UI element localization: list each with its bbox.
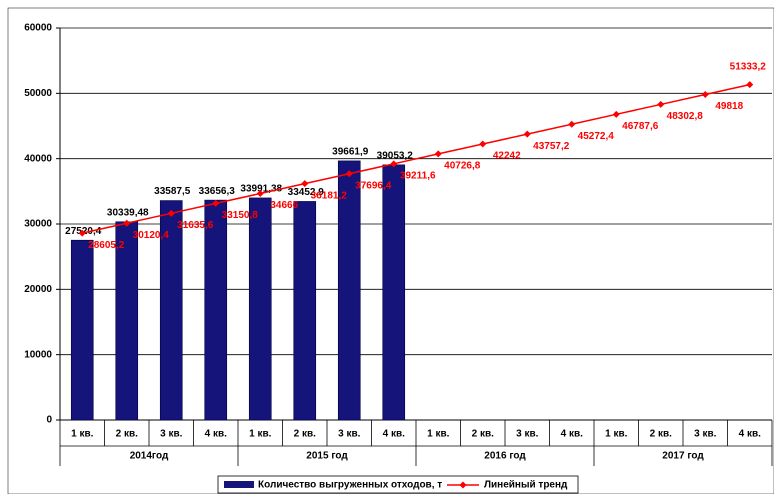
trend-marker xyxy=(78,229,86,237)
x-tick-label: 4 кв. xyxy=(739,429,761,440)
trend-value-label: 43757,2 xyxy=(533,141,570,152)
x-tick-label: 3 кв. xyxy=(694,429,716,440)
trend-marker xyxy=(434,150,442,158)
trend-marker xyxy=(390,160,398,168)
legend-label: Линейный тренд xyxy=(484,480,568,491)
legend-swatch xyxy=(224,481,254,488)
y-tick-label: 40000 xyxy=(24,153,52,164)
trend-value-label: 45272,4 xyxy=(578,131,615,142)
trend-line xyxy=(82,83,750,234)
y-tick-label: 30000 xyxy=(24,219,52,230)
y-tick-label: 10000 xyxy=(24,349,52,360)
trend-value-label: 48302,8 xyxy=(667,111,704,122)
trend-value-label: 31635,6 xyxy=(177,220,214,231)
bar-value-label: 33452,9 xyxy=(288,187,325,198)
x-tick-label: 1 кв. xyxy=(249,429,271,440)
trend-value-label: 33150,8 xyxy=(222,210,259,221)
trend-value-label: 42242 xyxy=(493,151,521,162)
x-tick-label: 3 кв. xyxy=(516,429,538,440)
x-tick-label: 1 кв. xyxy=(71,429,93,440)
bar-value-label: 33991,38 xyxy=(240,184,282,195)
bar-value-label: 30339,48 xyxy=(107,207,149,218)
legend-frame xyxy=(217,475,579,494)
trend-marker xyxy=(167,209,175,217)
bar xyxy=(204,199,228,421)
trend-value-label: 51333,2 xyxy=(730,61,767,72)
bar xyxy=(159,200,183,421)
bar-value-label: 33656,3 xyxy=(199,186,236,197)
trend-value-label: 39211,6 xyxy=(400,170,436,181)
trend-value-label: 34666 xyxy=(270,200,298,211)
x-tick-label: 3 кв. xyxy=(338,429,360,440)
x-tick-label: 4 кв. xyxy=(383,429,405,440)
x-tick-label: 2 кв. xyxy=(294,429,316,440)
trend-marker xyxy=(123,219,131,227)
trend-value-label: 49818 xyxy=(715,101,743,112)
trend-marker xyxy=(701,91,709,99)
trend-value-label: 30120,4 xyxy=(133,230,170,241)
trend-marker xyxy=(657,100,665,108)
trend-marker xyxy=(479,140,487,148)
trend-value-label: 40726,8 xyxy=(444,161,481,172)
bar xyxy=(248,197,272,421)
y-tick-label: 50000 xyxy=(24,88,52,99)
bar xyxy=(70,239,94,421)
trend-value-label: 28605,2 xyxy=(88,240,125,251)
x-tick-label: 1 кв. xyxy=(605,429,627,440)
trend-marker xyxy=(212,199,220,207)
legend: Количество выгруженных отходов, т Линейны… xyxy=(217,475,579,494)
x-tick-label: 1 кв. xyxy=(427,429,449,440)
x-tick-label: 3 кв. xyxy=(160,429,182,440)
y-tick-label: 0 xyxy=(46,415,52,426)
bar xyxy=(337,160,361,421)
y-tick-label: 20000 xyxy=(24,284,52,295)
trend-value-label: 37696,4 xyxy=(355,180,392,191)
group-label: 2015 год xyxy=(306,451,348,462)
legend-marker xyxy=(459,481,467,489)
group-label: 2016 год xyxy=(484,451,526,462)
bar xyxy=(115,221,139,421)
bar-value-label: 39661,9 xyxy=(332,147,369,158)
group-label: 2014год xyxy=(130,451,169,462)
group-label: 2017 год xyxy=(662,451,704,462)
bar-value-label: 33587,5 xyxy=(154,186,191,197)
trend-marker xyxy=(256,190,264,198)
trend-marker xyxy=(746,81,754,89)
bar xyxy=(293,201,317,421)
x-tick-label: 2 кв. xyxy=(472,429,494,440)
trend-marker xyxy=(523,130,531,138)
x-tick-label: 4 кв. xyxy=(205,429,227,440)
trend-marker xyxy=(568,120,576,128)
legend-label: Количество выгруженных отходов, т xyxy=(258,480,442,491)
trend-marker xyxy=(612,110,620,118)
trend-marker xyxy=(301,180,309,188)
trend-value-label: 36181,2 xyxy=(311,190,348,201)
x-tick-label: 2 кв. xyxy=(116,429,138,440)
y-tick-label: 60000 xyxy=(24,23,52,34)
trend-value-label: 46787,6 xyxy=(622,121,659,132)
x-tick-label: 4 кв. xyxy=(561,429,583,440)
trend-marker xyxy=(345,170,353,178)
x-tick-label: 2 кв. xyxy=(650,429,672,440)
bar-value-label: 39053,2 xyxy=(377,150,414,161)
bar xyxy=(382,164,406,421)
